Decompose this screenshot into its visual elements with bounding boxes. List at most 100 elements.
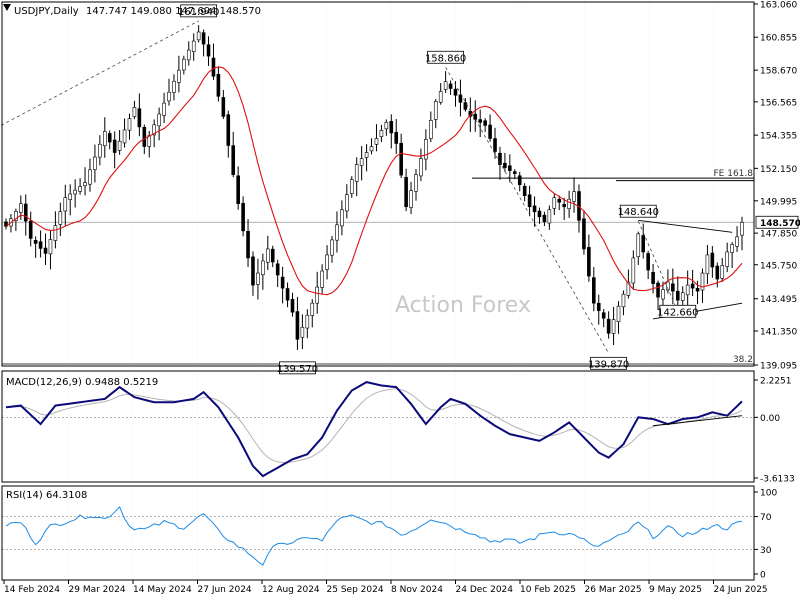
candle-body (587, 247, 591, 277)
candle-body (290, 299, 295, 313)
candle-body (315, 286, 319, 304)
price-y-tick-label: 141.350 (760, 328, 797, 338)
candle-body (78, 186, 82, 192)
watermark-text: Action Forex (395, 293, 531, 318)
candle-body (300, 326, 305, 338)
dashed-trendline (0, 20, 199, 126)
candle-body (182, 58, 186, 71)
candle-body (414, 174, 418, 192)
candle-body (419, 158, 423, 177)
candle-body (473, 113, 478, 120)
candle-body (354, 164, 359, 182)
macd-signal-line (5, 388, 743, 464)
candle-body (157, 113, 161, 127)
candle-body (453, 88, 458, 96)
swing-label-box (427, 50, 465, 64)
candle-body (211, 57, 216, 77)
candle-body (310, 302, 315, 316)
candle-body (641, 235, 646, 253)
candle-body (503, 162, 507, 168)
panel-frame (1, 1, 755, 367)
candle-body (246, 231, 250, 259)
candle-body (38, 241, 43, 249)
price-y-tick-label: 143.495 (760, 295, 797, 305)
candle-body (429, 120, 433, 139)
candle-body (448, 83, 453, 89)
candle-body (616, 305, 621, 323)
candle-body (359, 158, 364, 166)
candle-body (379, 130, 384, 137)
candle-body (537, 210, 542, 218)
candle-body (58, 211, 63, 225)
candle-body (735, 236, 739, 247)
candle-body (88, 169, 92, 185)
candle-body (651, 271, 655, 284)
swing-label: 139.870 (588, 359, 629, 370)
candle-body (438, 91, 443, 103)
rsi-y-tick-label: 0 (760, 571, 766, 581)
candle-body (14, 210, 18, 221)
candle-body (241, 202, 245, 232)
candle-body (596, 302, 601, 311)
annotations: 161.940 139.570 158.860 139.870 148.640 142.6… (0, 4, 754, 375)
x-tick-label: 27 Jun 2024 (198, 585, 252, 595)
x-tick-label: 14 Feb 2024 (4, 585, 60, 595)
candle-body (216, 73, 221, 97)
price-y-tick-label: 149.995 (760, 197, 797, 207)
candle-body (349, 179, 354, 194)
candle-body (522, 185, 527, 197)
x-tick-label: 25 Sep 2024 (327, 585, 384, 595)
swing-label-box (180, 4, 218, 18)
candle-body (483, 120, 487, 126)
swing-label: 158.860 (425, 53, 466, 64)
candle-body (582, 218, 586, 250)
candle-body (611, 319, 616, 334)
candle-body (330, 239, 334, 256)
candle-body (656, 282, 660, 298)
dashed-trendline (445, 67, 609, 354)
price-y-tick-label: 163.060 (760, 1, 797, 11)
candle-body (191, 40, 196, 52)
candle-body (680, 292, 685, 301)
candle-body (132, 107, 137, 117)
down-arrow-icon (3, 4, 11, 11)
candle-body (557, 198, 562, 203)
candle-body (517, 175, 522, 185)
candle-body (458, 94, 463, 103)
candle-body (646, 253, 650, 271)
swing-label: 161.940 (178, 7, 219, 18)
price-y-tick-label: 154.355 (760, 132, 797, 142)
dashed-trendline (637, 221, 679, 312)
candle-body (493, 138, 497, 152)
candle-body (567, 198, 571, 209)
candle-body (384, 122, 389, 130)
candle-body (335, 224, 339, 241)
candle-body (167, 91, 171, 102)
swing-label: 148.640 (618, 207, 659, 218)
candle-body (221, 97, 226, 117)
candle-body (572, 191, 576, 202)
candle-body (527, 194, 532, 208)
x-tick-label: 12 Aug 2024 (262, 585, 320, 595)
candle-body (122, 129, 127, 144)
x-tick-label: 8 Nov 2024 (391, 585, 443, 595)
candle-body (345, 194, 349, 212)
candle-body (671, 283, 675, 292)
fib-level-label: FE 161.8 (714, 169, 754, 179)
candle-body (562, 204, 566, 208)
candle-body (201, 32, 206, 45)
candle-body (280, 276, 285, 289)
swing-label: 142.660 (657, 307, 698, 318)
panel-frames (1, 1, 755, 581)
macd-trendline (653, 415, 743, 427)
candle-body (626, 281, 631, 296)
grid (3, 2, 714, 580)
candle-body (364, 152, 369, 158)
candle-body (715, 265, 720, 280)
candle-body (404, 176, 408, 208)
candle-body (705, 254, 710, 275)
candle-body (295, 311, 300, 340)
candle-body (700, 272, 705, 291)
candle-body (117, 140, 122, 151)
